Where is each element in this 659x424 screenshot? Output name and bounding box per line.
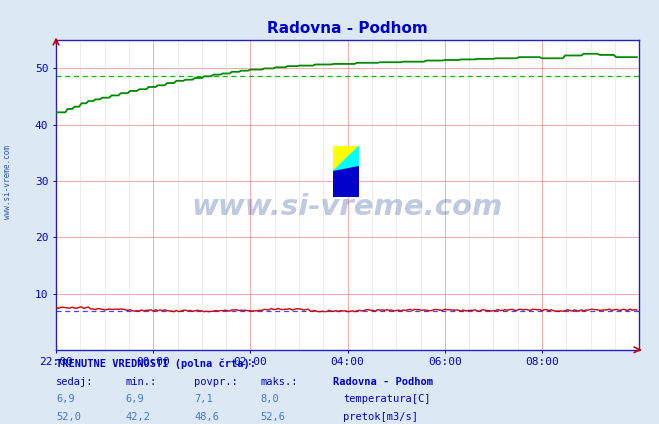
Text: www.si-vreme.com: www.si-vreme.com — [192, 193, 503, 221]
Text: www.si-vreme.com: www.si-vreme.com — [3, 145, 13, 219]
Text: 7,1: 7,1 — [194, 394, 213, 404]
Text: 6,9: 6,9 — [125, 394, 144, 404]
Text: povpr.:: povpr.: — [194, 377, 238, 387]
Text: 6,9: 6,9 — [56, 394, 74, 404]
Text: TRENUTNE VREDNOSTI (polna črta):: TRENUTNE VREDNOSTI (polna črta): — [56, 358, 256, 369]
Polygon shape — [333, 167, 359, 197]
Text: 52,6: 52,6 — [260, 412, 285, 422]
Title: Radovna - Podhom: Radovna - Podhom — [268, 21, 428, 36]
Text: min.:: min.: — [125, 377, 156, 387]
Text: sedaj:: sedaj: — [56, 377, 94, 387]
Polygon shape — [333, 146, 359, 172]
Text: pretok[m3/s]: pretok[m3/s] — [343, 412, 418, 422]
Text: 8,0: 8,0 — [260, 394, 279, 404]
Text: 48,6: 48,6 — [194, 412, 219, 422]
Text: Radovna - Podhom: Radovna - Podhom — [333, 377, 433, 387]
Polygon shape — [333, 146, 359, 172]
Polygon shape — [333, 172, 359, 197]
Polygon shape — [333, 146, 346, 172]
Text: 52,0: 52,0 — [56, 412, 81, 422]
Text: 42,2: 42,2 — [125, 412, 150, 422]
Text: maks.:: maks.: — [260, 377, 298, 387]
Text: temperatura[C]: temperatura[C] — [343, 394, 431, 404]
